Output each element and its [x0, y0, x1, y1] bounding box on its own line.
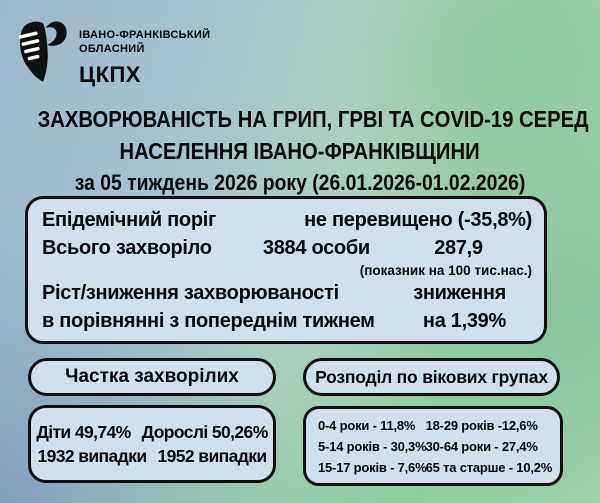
children-cases: 1932 випадки — [37, 445, 147, 466]
age-groups-column-1: 0-4 роки - 11,8% 5-14 років - 30,3% 15-1… — [318, 417, 427, 475]
org-logo-icon — [18, 20, 68, 82]
age-group-18-29: 18-29 років -12,6% — [425, 417, 538, 433]
threshold-value: не перевищено (-35,8%) — [304, 209, 532, 231]
org-abbreviation: ЦКПХ — [79, 62, 141, 87]
total-cases-row: Всього захворіло 3884 особи 287,9 — [42, 234, 532, 262]
age-group-65-plus: 65 та старше - 10,2% — [425, 459, 553, 475]
age-group-5-14: 5-14 років - 30,3% — [318, 438, 427, 454]
rate-note-row: (показник на 100 тис.нас.) — [42, 262, 532, 279]
age-groups-column-2: 18-29 років -12,6% 30-64 роки - 27,4% 65… — [426, 418, 553, 475]
share-heading: Частка захворілих — [65, 366, 239, 387]
trend-label-line1: Ріст/зниження захворюваності — [42, 282, 339, 304]
threshold-label: Епідемічний поріг — [42, 209, 217, 231]
trend-value-line1: зниження — [413, 282, 506, 304]
brand-header: ІВАНО-ФРАНКІВСЬКИЙ ОБЛАСНИЙ ЦКПХ — [18, 20, 210, 88]
age-group-30-64: 30-64 роки - 27,4% — [425, 438, 538, 454]
summary-box: Епідемічний поріг не перевищено (-35,8%)… — [25, 196, 547, 344]
children-share: Діти 49,74% — [36, 421, 131, 442]
org-name-line1: ІВАНО-ФРАНКІВСЬКИЙ — [79, 29, 211, 41]
age-group-0-4: 0-4 роки - 11,8% — [318, 417, 416, 433]
share-percent-line: Діти 49,74% Дорослі 50,26% — [36, 421, 269, 443]
total-label: Всього захворіло — [42, 237, 212, 259]
title-line2: НАСЕЛЕННЯ ІВАНО-ФРАНКІВЩИНИ — [119, 138, 481, 164]
trend-value-line2: на 1,39% — [422, 310, 506, 332]
incidence-rate-value: 287,9 — [434, 237, 483, 259]
trend-row-1: Ріст/зниження захворюваності зниження — [42, 279, 532, 307]
adults-share: Дорослі 50,26% — [141, 421, 269, 442]
adults-cases: 1952 випадки — [157, 445, 268, 466]
trend-row-2: в порівнянні з попереднім тижнем на 1,39… — [42, 307, 532, 335]
org-name-block: ІВАНО-ФРАНКІВСЬКИЙ ОБЛАСНИЙ ЦКПХ — [79, 20, 210, 88]
age-group-15-17: 15-17 років - 7,6% — [318, 459, 427, 475]
age-groups-heading-pill: Розподіл по вікових групах — [303, 358, 560, 396]
trend-label-line2: в порівнянні з попереднім тижнем — [42, 310, 375, 332]
share-box: Діти 49,74% Дорослі 50,26% 1932 випадки … — [28, 405, 276, 483]
org-name-line2: ОБЛАСНИЙ — [79, 43, 145, 55]
title-line3: за 05 тиждень 2026 року (26.01.2026-01.0… — [74, 170, 526, 195]
title-line1: ЗАХВОРЮВАНІСТЬ НА ГРИП, ГРВІ ТА COVID-19… — [37, 106, 589, 132]
rate-note: (показник на 100 тис.нас.) — [359, 263, 532, 278]
age-groups-box: 0-4 роки - 11,8% 5-14 років - 30,3% 15-1… — [303, 406, 563, 486]
age-groups-heading: Розподіл по вікових групах — [315, 366, 548, 387]
total-cases-value: 3884 особи — [262, 237, 370, 259]
share-heading-pill: Частка захворілих — [28, 358, 276, 396]
threshold-row: Епідемічний поріг не перевищено (-35,8%) — [42, 206, 532, 234]
share-cases-line: 1932 випадки 1952 випадки — [37, 445, 268, 467]
page-title: ЗАХВОРЮВАНІСТЬ НА ГРИП, ГРВІ ТА COVID-19… — [0, 103, 600, 199]
